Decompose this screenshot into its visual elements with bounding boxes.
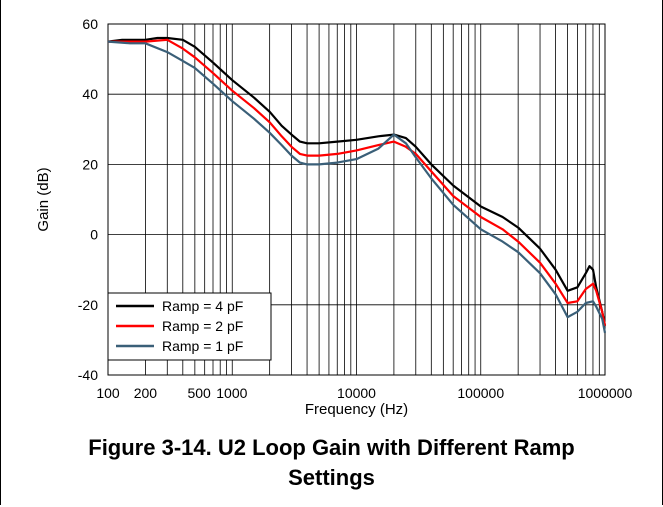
series-layer bbox=[107, 36, 607, 334]
x-tick-label: 100000 bbox=[457, 385, 504, 401]
x-tick-label: 100 bbox=[96, 385, 120, 401]
figure-caption: Figure 3-14. U2 Loop Gain with Different… bbox=[0, 433, 663, 493]
series-line-3 bbox=[107, 40, 607, 334]
y-tick-label: 60 bbox=[82, 16, 98, 32]
legend-entry: Ramp = 4 pF bbox=[162, 298, 243, 314]
x-tick-label: 1000 bbox=[216, 385, 247, 401]
plot-area bbox=[107, 23, 606, 376]
y-tick-label: 0 bbox=[90, 227, 98, 243]
chart-grid bbox=[108, 24, 605, 375]
x-tick-label: 200 bbox=[134, 385, 158, 401]
caption-line-2: Settings bbox=[288, 465, 375, 490]
y-axis-label: Gain (dB) bbox=[35, 167, 52, 231]
y-tick-label: 20 bbox=[82, 156, 98, 172]
y-tick-label: -20 bbox=[78, 297, 98, 313]
y-tick-label: 40 bbox=[82, 86, 98, 102]
y-tick-labels: 60 40 20 0 -20 -40 bbox=[78, 16, 98, 383]
y-tick-label: -40 bbox=[78, 367, 98, 383]
x-tick-label: 500 bbox=[187, 385, 211, 401]
x-tick-label: 10000 bbox=[337, 385, 376, 401]
legend-entry: Ramp = 2 pF bbox=[162, 318, 243, 334]
series-line-2 bbox=[108, 38, 607, 327]
chart-legend: Ramp = 4 pF Ramp = 2 pF Ramp = 1 pF bbox=[107, 292, 272, 361]
x-tick-labels: 100 200 500 1000 10000 100000 1000000 bbox=[96, 385, 632, 401]
x-axis-label: Frequency (Hz) bbox=[305, 401, 408, 418]
series-line-1 bbox=[107, 36, 607, 327]
legend-entry: Ramp = 1 pF bbox=[162, 338, 243, 354]
x-tick-label: 1000000 bbox=[578, 385, 633, 401]
caption-line-1: Figure 3-14. U2 Loop Gain with Different… bbox=[88, 435, 575, 460]
